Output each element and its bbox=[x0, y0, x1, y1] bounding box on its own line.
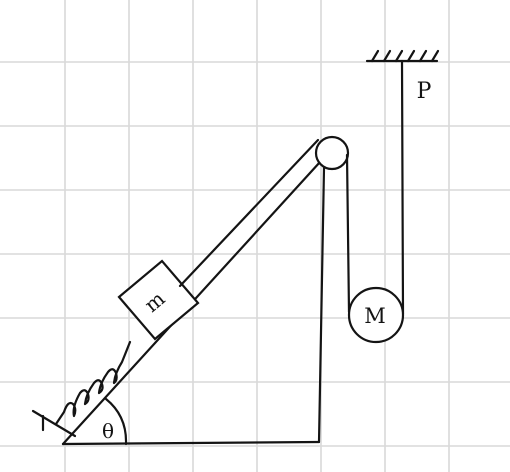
ceiling-support bbox=[365, 49, 440, 63]
string-to-hanging-pulley bbox=[345, 153, 351, 314]
hanging-pulley-m bbox=[347, 286, 405, 344]
angle-arc bbox=[104, 397, 128, 446]
hanging-mass-label: M bbox=[364, 304, 386, 328]
incline-base bbox=[61, 440, 321, 446]
incline-vertical-side bbox=[317, 166, 326, 444]
incline-string bbox=[178, 138, 320, 288]
top-pulley bbox=[314, 135, 350, 171]
ceiling-point-label: P bbox=[417, 79, 432, 104]
ceiling-string bbox=[400, 59, 405, 316]
spring bbox=[54, 340, 132, 426]
spring-wall bbox=[31, 409, 77, 438]
angle-label: θ bbox=[102, 419, 114, 443]
block-m bbox=[117, 259, 200, 341]
